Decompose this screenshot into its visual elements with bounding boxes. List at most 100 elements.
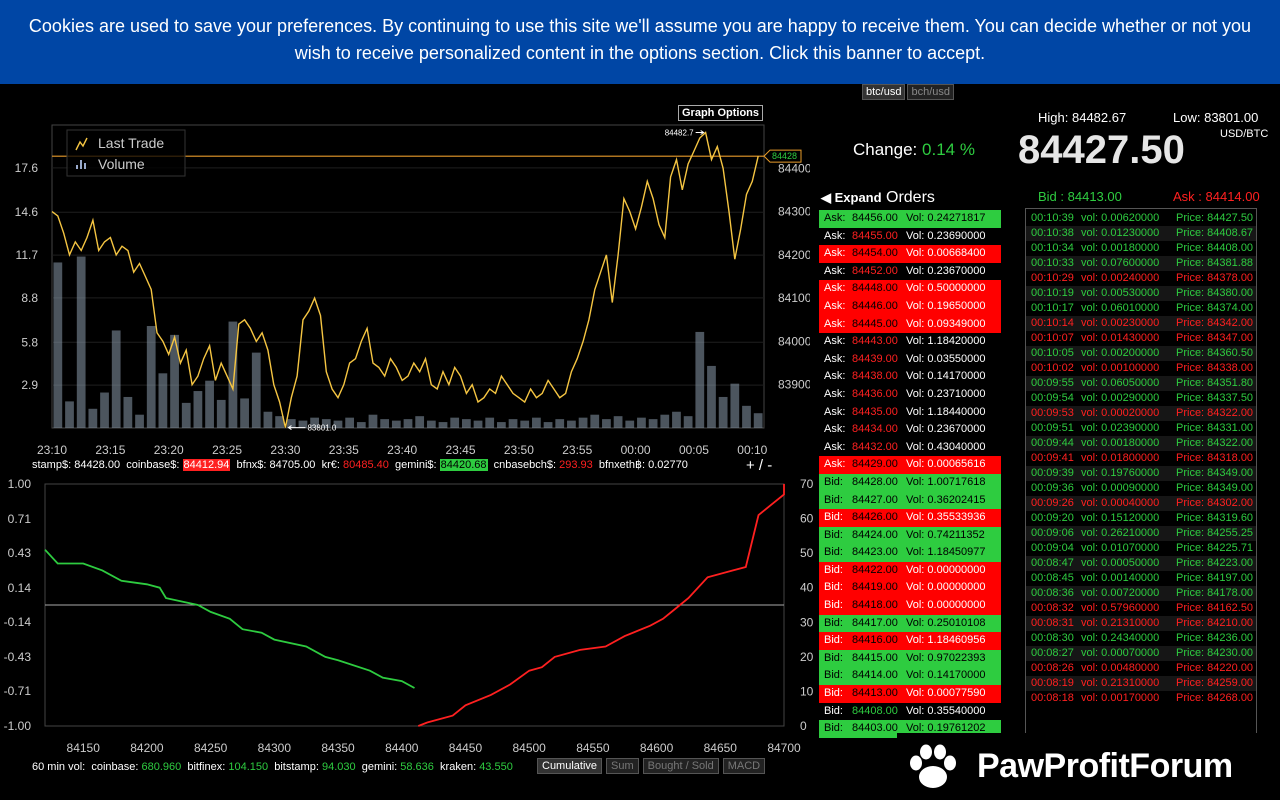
pair-tab-btcusd[interactable]: btc/usd [862,84,906,100]
sum-button[interactable]: Sum [606,758,639,774]
order-volume: Vol: 0.00000000 [906,599,986,612]
volume-bar [497,422,506,428]
order-volume: Vol: 0.03550000 [906,352,986,365]
depth-price-tick-label: 84150 [67,741,101,755]
zoom-control[interactable]: + / - [746,457,773,474]
volume-bar [170,334,179,428]
orderbook-row[interactable]: Bid: 84423.00 Vol: 1.18450977 [819,544,1001,562]
orderbook-row[interactable]: Bid: 84417.00 Vol: 0.25010108 [819,614,1001,633]
orderbook-row[interactable]: Bid: 84403.00 Vol: 0.19761202 [819,720,1001,738]
price-tick-label: 84000 [778,334,810,348]
legend-box [66,129,186,177]
time-tick-label: 23:30 [270,443,300,457]
graph-options-button[interactable]: Graph Options [678,105,763,121]
cookie-banner[interactable]: Cookies are used to save your preference… [0,0,1280,84]
cumulative-button[interactable]: Cumulative [537,758,603,774]
order-volume: Vol: 1.18450977 [906,546,986,559]
order-volume: Vol: 0.50000000 [906,282,986,295]
order-price: 84414.00 [852,669,898,682]
volume-bar [158,373,168,428]
orderbook-row[interactable]: Bid: 84408.00 Vol: 0.35540000 [819,702,1001,721]
orderbook-row[interactable]: Ask: 84434.00 Vol: 0.23670000 [819,421,1001,439]
orderbook-row[interactable]: Bid: 84413.00 Vol: 0.00077590 [819,685,1001,703]
pair-tab-bchusd[interactable]: bch/usd [907,84,954,100]
orderbook-row[interactable]: Ask: 84435.00 Vol: 1.18440000 [819,403,1001,422]
orderbook-row[interactable]: Ask: 84436.00 Vol: 0.23710000 [819,385,1001,404]
order-price: 84435.00 [852,405,898,418]
volume-bar [683,416,693,428]
high-marker: 84482.7 [665,128,705,137]
trade-history[interactable]: 00:10:39 vol: 0.00620000 Price: 84427.50 00… [1025,208,1257,735]
volume-bar [637,417,646,428]
orderbook-row[interactable]: Ask: 84455.00 Vol: 0.23690000 [819,227,1001,246]
orderbook-row[interactable]: Ask: 84432.00 Vol: 0.43040000 [819,438,1001,457]
orderbook-row[interactable]: Bid: 84419.00 Vol: 0.00000000 [819,579,1001,598]
price-axis: 84400 84300 84200 84100 84000 83900 [778,161,810,391]
orderbook-row[interactable]: Ask: 84429.00 Vol: 0.00065616 [819,456,1001,474]
kraken-eur-label: kr€: [321,459,340,471]
orderbook-row[interactable]: Ask: 84456.00 Vol: 0.24271817 [819,210,1001,228]
volume-bar [590,414,600,428]
orderbook-row[interactable]: Bid: 84424.00 Vol: 0.74211352 [819,526,1001,545]
orderbook-row[interactable]: Ask: 84446.00 Vol: 0.19650000 [819,297,1001,316]
orderbook-row[interactable]: Bid: 84418.00 Vol: 0.00000000 [819,597,1001,615]
trade-row: 00:10:14 vol: 0.00230000 Price: 84342.00 [1026,316,1256,331]
trade-volume: vol: 0.00530000 [1081,287,1160,299]
orderbook-row[interactable]: Ask: 84443.00 Vol: 1.18420000 [819,333,1001,351]
volume-bar [76,256,86,428]
orderbook-row[interactable]: Bid: 84414.00 Vol: 0.14170000 [819,667,1001,686]
paw-icon [910,744,956,788]
orderbook-row[interactable]: Bid: 84426.00 Vol: 0.35533936 [819,509,1001,527]
trade-price: Price: 84408.00 [1176,242,1254,254]
trade-price: Price: 84197.00 [1176,572,1254,584]
order-price: 84434.00 [852,423,898,436]
volume-bar [275,416,284,428]
trade-row: 00:08:18 vol: 0.00170000 Price: 84268.00 [1026,691,1256,706]
low-marker-label: 83801.0 [307,424,336,433]
volume-bar [613,416,623,428]
orderbook-row[interactable]: Ask: 84438.00 Vol: 0.14170000 [819,368,1001,386]
orderbook-row[interactable]: Bid: 84415.00 Vol: 0.97022393 [819,649,1001,668]
macd-button[interactable]: MACD [722,758,766,774]
trade-price: Price: 84255.25 [1176,527,1254,539]
orderbook-row[interactable]: Ask: 84448.00 Vol: 0.50000000 [819,280,1001,298]
trade-time: 00:09:20 [1031,512,1074,524]
orderbook-row[interactable]: Bid: 84422.00 Vol: 0.00000000 [819,561,1001,580]
orderbook-row[interactable]: Ask: 84454.00 Vol: 0.00668400 [819,245,1001,263]
trade-time: 00:08:30 [1031,632,1074,644]
legend-volume[interactable]: Volume [98,156,145,172]
legend-last-trade[interactable]: Last Trade [98,135,164,151]
volume-bar [251,352,261,428]
depth-chart[interactable]: 1.00 0.71 0.43 0.14 -0.14 -0.43 -0.71 -1.00 70 6… [0,470,820,760]
volume-bar [333,420,343,428]
coinbase-price: 84412.94 [182,459,231,471]
orderbook-row[interactable]: Ask: 84452.00 Vol: 0.23670000 [819,262,1001,281]
orderbook-row[interactable]: Ask: 84439.00 Vol: 0.03550000 [819,350,1001,369]
low-value: 83801.00 [1204,110,1259,125]
order-price: 84455.00 [852,229,898,242]
depth-left-tick-label: 1.00 [8,477,32,491]
orderbook-row[interactable]: Ask: 84445.00 Vol: 0.09349000 [819,315,1001,334]
trade-volume: vol: 0.00170000 [1081,692,1160,704]
time-tick-label: 23:40 [387,443,417,457]
volume-bar [380,419,390,428]
price-chart[interactable]: 17.6 14.6 11.7 8.8 5.8 2.9 84400 84300 84200 841… [0,90,810,470]
expand-orders-button[interactable]: ◀ Expand [821,190,882,205]
trade-price: Price: 84351.80 [1176,377,1254,389]
orders-title: Orders [886,189,935,206]
time-tick-label: 23:25 [212,443,242,457]
depth-right-tick-label: 70 [800,477,814,491]
trade-price: Price: 84225.71 [1176,542,1254,554]
trade-volume: vol: 0.21310000 [1081,677,1160,689]
bought-sold-button[interactable]: Bought / Sold [642,758,719,774]
orderbook-row[interactable]: Bid: 84416.00 Vol: 1.18460956 [819,632,1001,650]
time-tick-label: 23:45 [446,443,476,457]
order-side: Ask: [824,247,846,260]
order-price: 84408.00 [852,704,898,717]
orderbook-row[interactable]: Bid: 84428.00 Vol: 1.00717618 [819,473,1001,492]
trade-row: 00:09:36 vol: 0.00090000 Price: 84349.00 [1026,481,1256,496]
bitfinex-eth-label: bfnxeth฿: [598,459,646,471]
orderbook-row[interactable]: Bid: 84427.00 Vol: 0.36202415 [819,491,1001,510]
high-marker-label: 84482.7 [665,128,694,137]
trade-volume: vol: 0.00200000 [1081,347,1160,359]
